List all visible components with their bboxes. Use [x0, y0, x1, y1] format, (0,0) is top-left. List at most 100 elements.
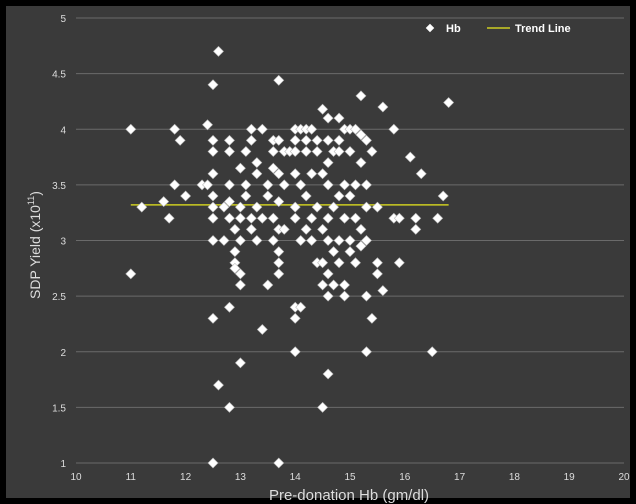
data-point	[295, 179, 307, 191]
data-point	[289, 312, 301, 324]
data-point	[224, 179, 235, 191]
data-point	[267, 146, 279, 157]
data-point	[169, 123, 181, 135]
data-point	[267, 162, 279, 174]
data-point	[426, 346, 438, 358]
data-point	[289, 168, 301, 180]
data-point	[207, 457, 219, 469]
data-point	[289, 201, 301, 213]
data-point	[322, 368, 334, 380]
data-point	[234, 357, 246, 369]
data-point	[311, 201, 323, 213]
x-tick-label: 14	[290, 472, 302, 483]
data-point	[218, 235, 230, 246]
data-point	[339, 290, 350, 302]
data-point	[240, 190, 252, 202]
data-point	[245, 123, 257, 135]
data-point	[355, 223, 367, 235]
y-tick-label: 2	[60, 348, 66, 359]
data-point	[317, 168, 329, 180]
data-point	[322, 157, 334, 169]
data-point	[377, 285, 389, 296]
data-point	[377, 101, 389, 113]
data-point	[344, 190, 356, 202]
data-point	[355, 129, 367, 141]
data-point	[289, 212, 301, 224]
hb-series	[125, 45, 455, 469]
x-tick-label: 13	[235, 472, 247, 483]
data-point	[229, 223, 241, 235]
data-point	[339, 179, 350, 191]
y-axis-label-close: )	[27, 191, 43, 196]
data-point	[371, 268, 383, 280]
data-point	[224, 196, 235, 207]
data-point	[317, 279, 329, 291]
data-point	[350, 257, 361, 269]
data-point	[251, 168, 263, 180]
data-point	[278, 223, 290, 235]
data-point	[273, 457, 285, 469]
data-point	[371, 201, 383, 213]
data-point	[344, 146, 356, 157]
data-point	[328, 246, 339, 258]
x-tick-label: 10	[70, 472, 82, 483]
data-point	[410, 212, 422, 224]
data-point	[333, 112, 345, 124]
data-point	[333, 190, 345, 202]
data-point	[207, 134, 219, 146]
data-point	[393, 212, 405, 224]
data-point	[207, 146, 219, 157]
data-point	[322, 290, 334, 302]
data-point	[306, 168, 318, 180]
data-point	[267, 235, 279, 246]
data-point	[437, 190, 449, 202]
data-point	[355, 157, 367, 169]
data-point	[213, 379, 224, 391]
data-point	[136, 201, 148, 213]
x-axis-label: Pre-donation Hb (gm/dl)	[269, 487, 429, 504]
data-point	[245, 223, 257, 235]
legend-trend-line-label: Trend Line	[515, 23, 571, 35]
x-tick-label: 19	[564, 472, 576, 483]
data-point	[317, 103, 329, 115]
data-point	[311, 134, 323, 146]
data-point	[300, 146, 312, 157]
plot-area	[6, 6, 630, 498]
data-point	[234, 235, 246, 246]
data-point	[322, 268, 334, 280]
data-point	[224, 301, 235, 313]
data-point	[289, 346, 301, 358]
x-tick-label: 11	[126, 472, 137, 483]
data-point	[158, 196, 170, 207]
data-point	[300, 223, 312, 235]
data-point	[350, 123, 361, 135]
data-point	[333, 257, 345, 269]
data-point	[234, 212, 246, 224]
data-point	[251, 201, 263, 213]
data-point	[393, 257, 405, 269]
data-point	[410, 223, 422, 235]
data-point	[245, 134, 257, 146]
data-point	[333, 235, 345, 246]
data-point	[361, 346, 372, 358]
data-point	[333, 134, 345, 146]
data-point	[317, 257, 329, 269]
data-point	[240, 146, 252, 157]
data-point	[322, 212, 334, 224]
data-point	[256, 123, 268, 135]
y-tick-label: 1.5	[52, 403, 66, 414]
data-point	[328, 279, 339, 291]
data-point	[273, 168, 285, 180]
data-point	[328, 201, 339, 213]
data-point	[344, 235, 356, 246]
data-point	[361, 201, 372, 213]
data-point	[262, 179, 274, 191]
y-tick-label: 1	[60, 459, 66, 470]
data-point	[300, 134, 312, 146]
data-point	[251, 157, 263, 169]
data-point	[311, 146, 323, 157]
data-point	[361, 179, 372, 191]
data-point	[415, 168, 427, 180]
legend: Hb Trend Line	[425, 23, 571, 35]
y-tick-label: 4	[60, 125, 66, 136]
